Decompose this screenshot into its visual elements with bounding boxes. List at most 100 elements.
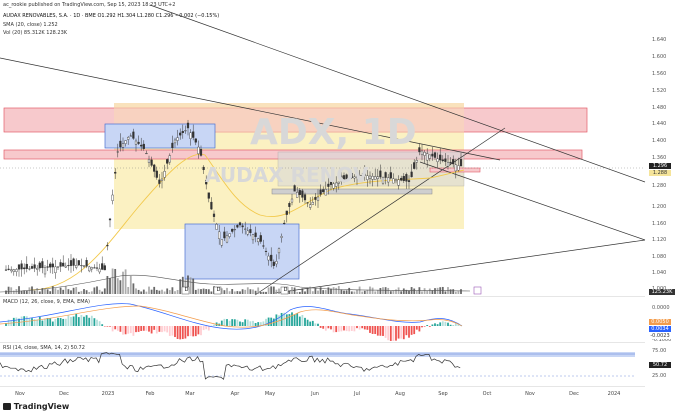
candle-body — [80, 265, 83, 267]
volume-bar — [158, 290, 161, 294]
macd-histogram-bar — [155, 326, 158, 334]
volume-bar — [12, 290, 15, 294]
volume-bar — [168, 290, 171, 294]
dividend-marker-2[interactable]: D — [216, 287, 221, 293]
candle-body — [17, 264, 21, 270]
dividend-markers[interactable] — [181, 286, 482, 295]
candle-body — [184, 130, 187, 132]
candle-body — [218, 231, 221, 239]
volume-bar — [413, 288, 416, 294]
candle-body — [171, 142, 174, 148]
candle-body — [452, 159, 455, 165]
candle-body — [251, 234, 255, 241]
trendline-upper[interactable] — [149, 4, 646, 183]
volume-bar — [161, 289, 163, 294]
price-tick: 1.560 — [652, 71, 667, 77]
macd-histogram-bar — [350, 326, 353, 331]
macd-histogram-bar — [400, 326, 403, 339]
volume-bar — [223, 290, 226, 294]
candle-body — [436, 158, 439, 162]
candle-body — [43, 267, 47, 275]
dividend-marker-1[interactable]: D — [184, 287, 189, 293]
volume-bar — [244, 289, 247, 294]
macd-histogram-bar — [15, 317, 18, 326]
macd-histogram-bar — [90, 315, 93, 326]
candle-body — [147, 159, 151, 163]
candle-body — [303, 194, 307, 201]
tradingview-logo[interactable]: TradingView — [3, 402, 69, 411]
volume-bar — [36, 288, 39, 294]
macd-histogram-bar — [304, 317, 306, 326]
macd-histogram-bar — [109, 326, 111, 327]
macd-histogram-bar — [444, 321, 447, 326]
macd-histogram-bar — [171, 326, 174, 336]
volume-bar — [171, 287, 174, 294]
volume-bar — [363, 290, 366, 294]
trendline-rising[interactable] — [254, 127, 506, 296]
macd-histogram-bar — [148, 326, 150, 332]
tradingview-logo-icon — [3, 403, 11, 410]
macd-histogram-bar — [12, 317, 15, 326]
macd-chart[interactable] — [0, 296, 645, 342]
candle-body — [259, 235, 262, 242]
volume-bar — [200, 289, 202, 294]
time-tick: Mar — [185, 391, 195, 397]
volume-bar — [153, 286, 156, 294]
macd-histogram-bar — [293, 314, 296, 326]
volume-bar — [353, 291, 356, 294]
candle-body — [374, 176, 377, 180]
volume-bar — [449, 289, 452, 294]
price-tick: 1.600 — [652, 54, 667, 60]
macd-histogram-bar — [332, 326, 335, 333]
sma-value-tag: 1.288 — [649, 170, 671, 176]
macd-histogram-bar — [434, 323, 436, 326]
macd-histogram-bar — [85, 315, 88, 326]
macd-histogram-bar — [176, 326, 179, 339]
macd-histogram-bar — [340, 326, 343, 332]
rsi-chart[interactable] — [0, 342, 645, 386]
candle-body — [4, 269, 8, 271]
volume-bar — [54, 288, 57, 294]
candlestick-series[interactable] — [4, 119, 463, 279]
volume-bar — [174, 291, 176, 294]
macd-histogram-bar — [153, 326, 156, 330]
symbol-legend[interactable]: AUDAX RENOVABLES, S.A. · 1D · BME O1.292… — [3, 13, 220, 19]
volume-bar — [179, 279, 182, 294]
macd-legend[interactable]: MACD (12, 26, close, 9, EMA, EMA) — [3, 299, 90, 305]
candle-body — [72, 258, 75, 266]
volume-bar — [265, 291, 267, 294]
macd-histogram-bar — [233, 319, 236, 326]
sma-legend[interactable]: SMA (20, close) 1.252 — [3, 22, 58, 28]
macd-histogram-bar — [252, 320, 254, 326]
macd-histogram-bar — [51, 321, 54, 326]
candle-body — [10, 269, 13, 272]
macd-histogram-bar — [345, 326, 348, 332]
volume-legend[interactable]: Vol (20) 85.312K 128.23K — [3, 30, 68, 36]
candle-body — [376, 176, 379, 179]
candle-body — [454, 164, 457, 172]
rsi-legend[interactable]: RSI (14, close, SMA, 14, 2) 50.72 — [3, 345, 85, 351]
candle-body — [215, 224, 218, 230]
trendline-lower[interactable] — [274, 239, 646, 294]
candle-body — [337, 181, 340, 184]
macd-histogram-bar — [122, 326, 124, 335]
sma-line — [29, 153, 465, 291]
macd-histogram-bar — [296, 313, 299, 326]
macd-histogram-bar — [249, 321, 252, 326]
macd-histogram-bar — [226, 319, 228, 326]
macd-histogram-bar — [309, 321, 312, 326]
macd-histogram-bar — [392, 326, 395, 341]
volume-bar — [101, 291, 104, 294]
dividend-marker-3[interactable]: D — [283, 287, 288, 293]
trendline-upper-left[interactable] — [0, 57, 501, 161]
time-tick: Jul — [353, 391, 361, 397]
volume-bar — [343, 290, 345, 294]
volume-bar — [434, 288, 436, 294]
trendline-converging[interactable] — [419, 161, 646, 241]
macd-histogram-bar — [280, 312, 283, 326]
volume-bar — [122, 271, 124, 294]
macd-signal-tag: 0.0050 — [649, 319, 671, 325]
candle-body — [223, 231, 226, 239]
volume-bar — [228, 291, 231, 294]
